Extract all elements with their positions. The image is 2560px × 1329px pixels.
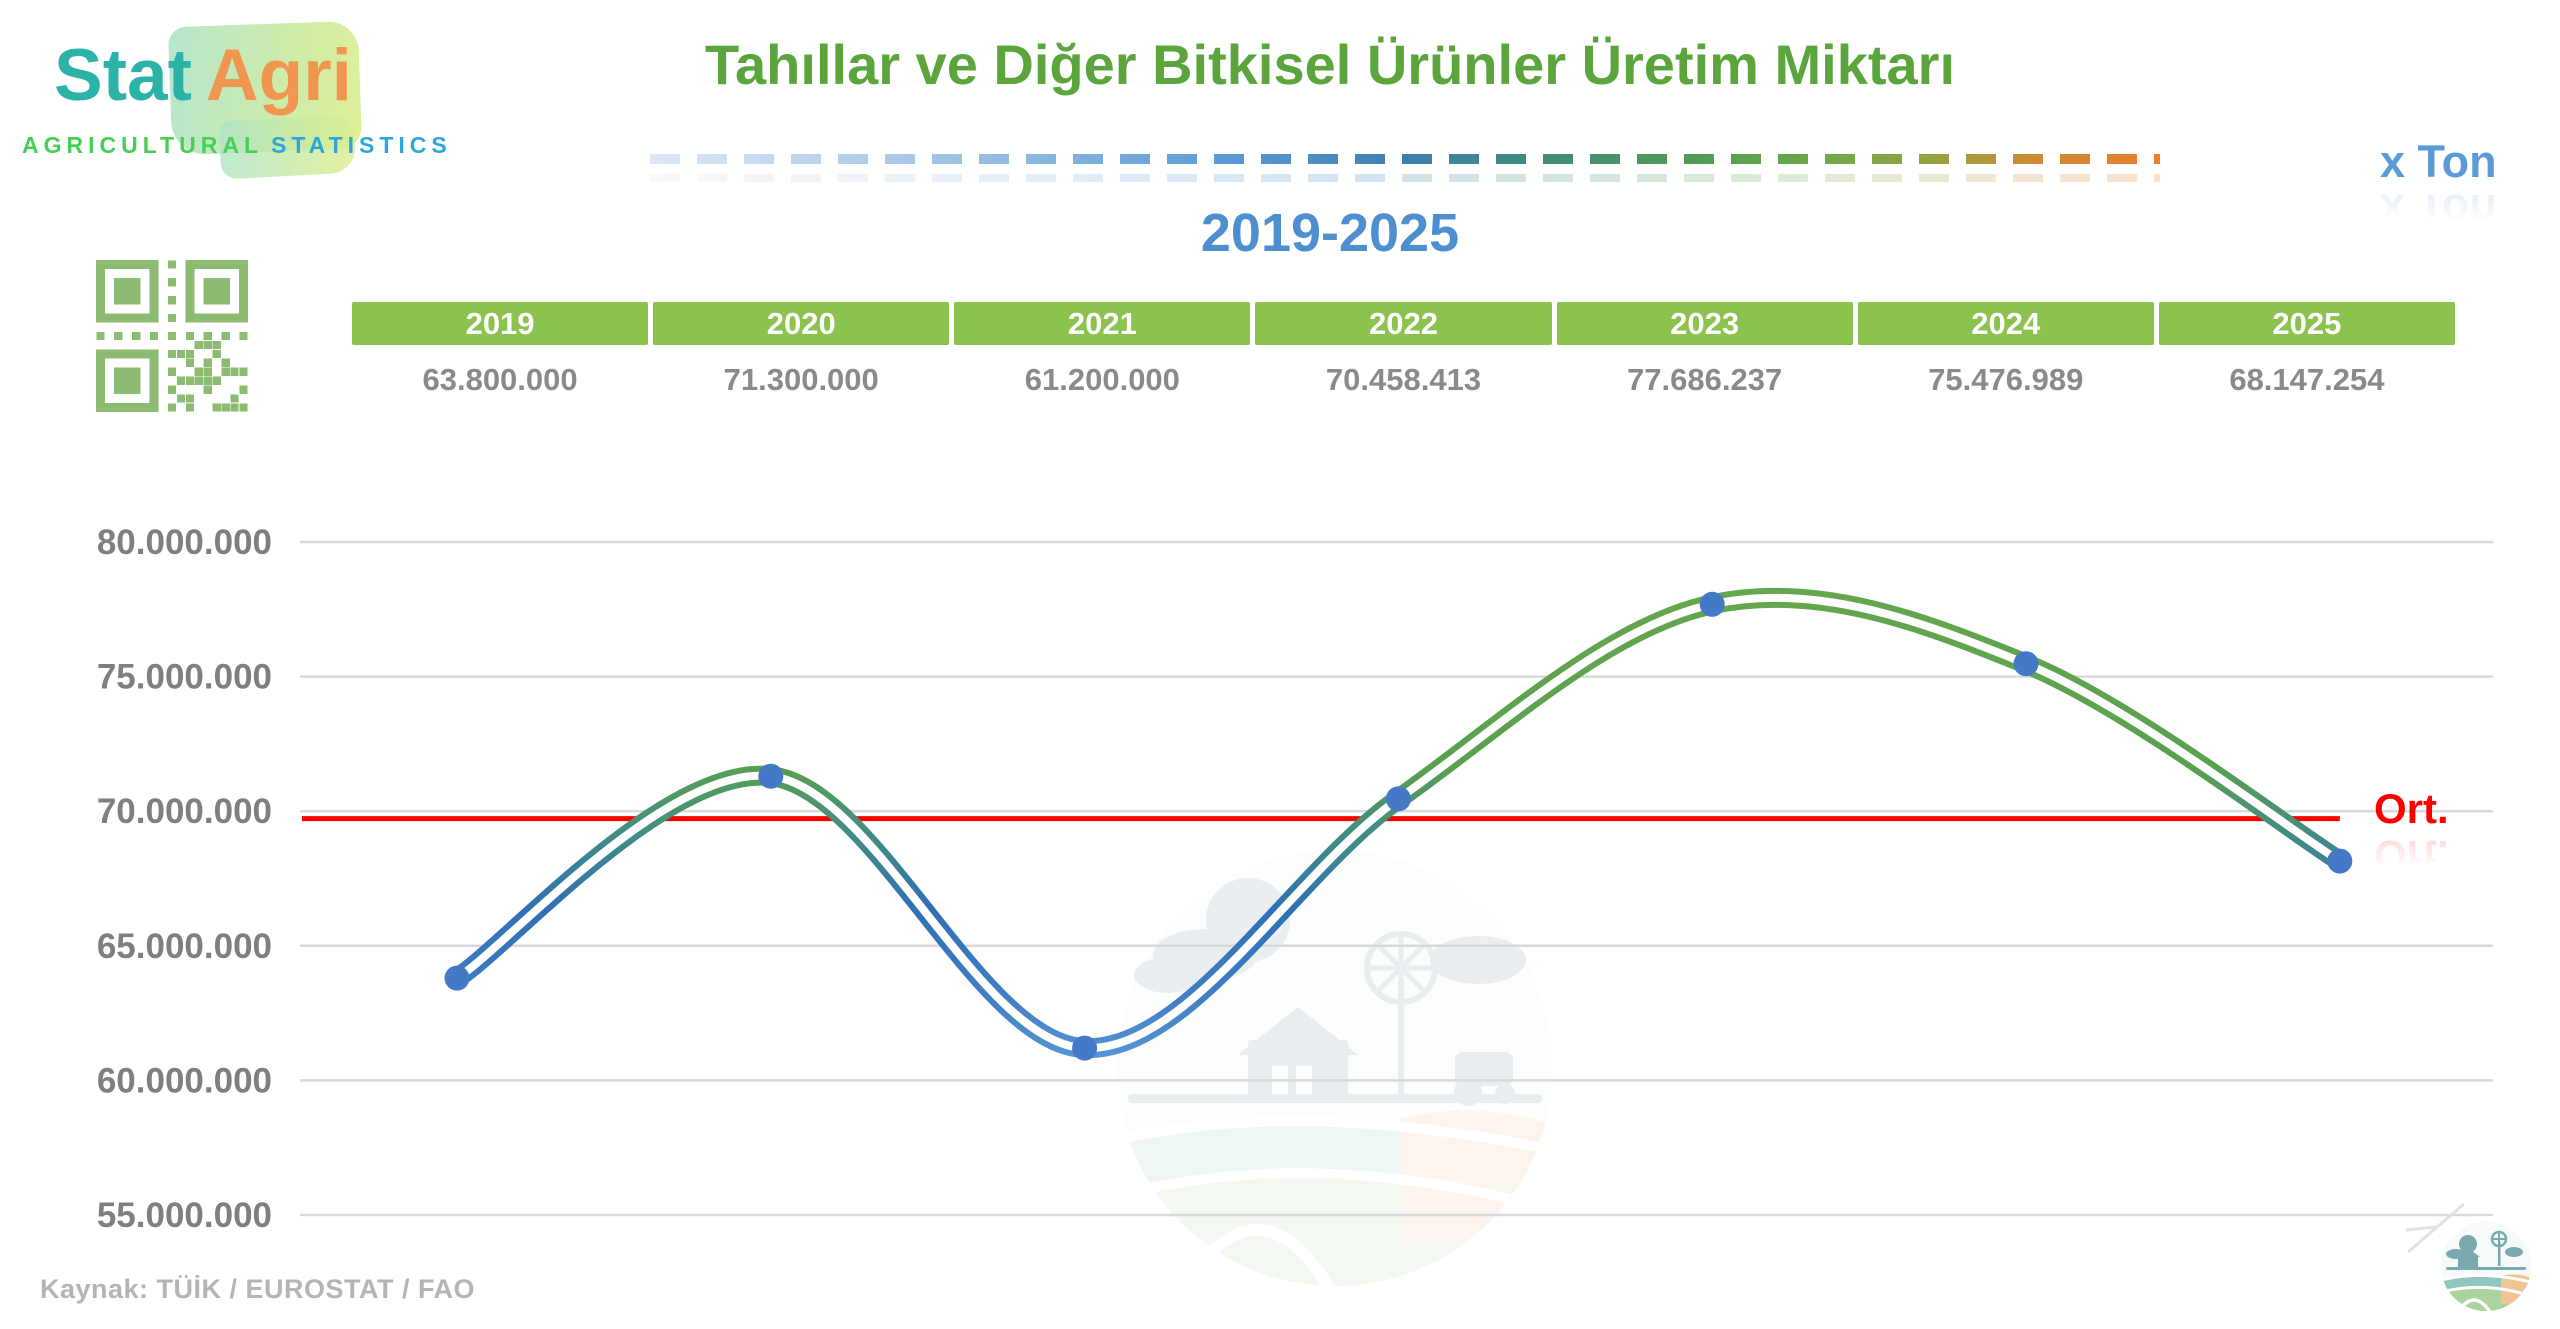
brand-name: Stat Agri [54, 34, 352, 117]
table-column: 2019 63.800.000 [352, 302, 649, 398]
y-axis-label: 55.000.000 [97, 1196, 272, 1235]
value-cell: 77.686.237 [1627, 362, 1783, 397]
brand-name-agri: Agri [205, 35, 352, 116]
data-point-marker [1699, 591, 1725, 617]
y-axis-label: 75.000.000 [97, 658, 272, 697]
tagline-statistics: STATISTICS [271, 132, 452, 158]
brand-logo: Stat Agri AGRICULTURAL STATISTICS [20, 18, 447, 188]
divider-dashes [650, 154, 2160, 182]
tagline-agricultural: AGRICULTURAL [22, 132, 263, 158]
brand-tagline: AGRICULTURAL STATISTICS [22, 132, 452, 159]
table-column: 2024 75.476.989 [1857, 302, 2154, 398]
production-line-chart: 80.000.000 75.000.000 70.000.000 65.000.000… [97, 523, 2493, 1235]
farm-logo-badge [2406, 1202, 2531, 1311]
table-column: 2022 70.458.413 [1255, 302, 1552, 398]
source-note: Kaynak: TÜİK / EUROSTAT / FAO [40, 1274, 476, 1304]
year-header-cell: 2025 [2158, 302, 2455, 345]
unit-label: x Ton [2380, 136, 2497, 187]
data-point-marker [1385, 786, 1411, 812]
year-header-cell: 2023 [1556, 302, 1853, 345]
table-column: 2020 71.300.000 [653, 302, 950, 398]
y-axis-label: 80.000.000 [97, 523, 272, 562]
table-column: 2023 77.686.237 [1556, 302, 1853, 398]
data-point-marker [758, 763, 784, 789]
average-label-reflection: Ort. [2374, 831, 2449, 879]
y-axis-label: 60.000.000 [97, 1061, 272, 1100]
data-point-marker [2013, 651, 2039, 677]
value-cell: 75.476.989 [1928, 362, 2084, 397]
table-column: 2025 68.147.254 [2158, 302, 2455, 398]
page-title: Tahıllar ve Diğer Bitkisel Ürünler Üreti… [704, 33, 1956, 96]
value-cell: 70.458.413 [1325, 362, 1482, 397]
y-axis-label: 70.000.000 [97, 792, 272, 831]
year-header-cell: 2021 [954, 302, 1251, 345]
data-point-marker [1072, 1035, 1098, 1061]
trend-line-inner-highlight [453, 593, 2344, 1053]
data-table: 2019 63.800.000 2020 71.300.000 2021 61.200.0… [352, 302, 2455, 398]
year-header-cell: 2022 [1255, 302, 1552, 345]
average-label: Ort. [2374, 784, 2449, 832]
year-header-cell: 2024 [1857, 302, 2154, 345]
trend-line [447, 587, 2350, 1059]
table-column: 2021 61.200.000 [954, 302, 1251, 398]
year-header-cell: 2020 [653, 302, 950, 345]
value-cell: 68.147.254 [2229, 362, 2385, 397]
data-point-marker [444, 965, 470, 991]
data-point-marker [2327, 848, 2353, 874]
period-label: 2019-2025 [1200, 203, 1460, 263]
value-cell: 61.200.000 [1024, 362, 1180, 397]
value-cell: 63.800.000 [422, 362, 578, 397]
y-axis-label: 65.000.000 [97, 927, 272, 966]
qr-code [96, 260, 248, 412]
value-cell: 71.300.000 [723, 362, 879, 397]
brand-name-stat: Stat [54, 35, 192, 116]
year-header-cell: 2019 [352, 302, 649, 345]
